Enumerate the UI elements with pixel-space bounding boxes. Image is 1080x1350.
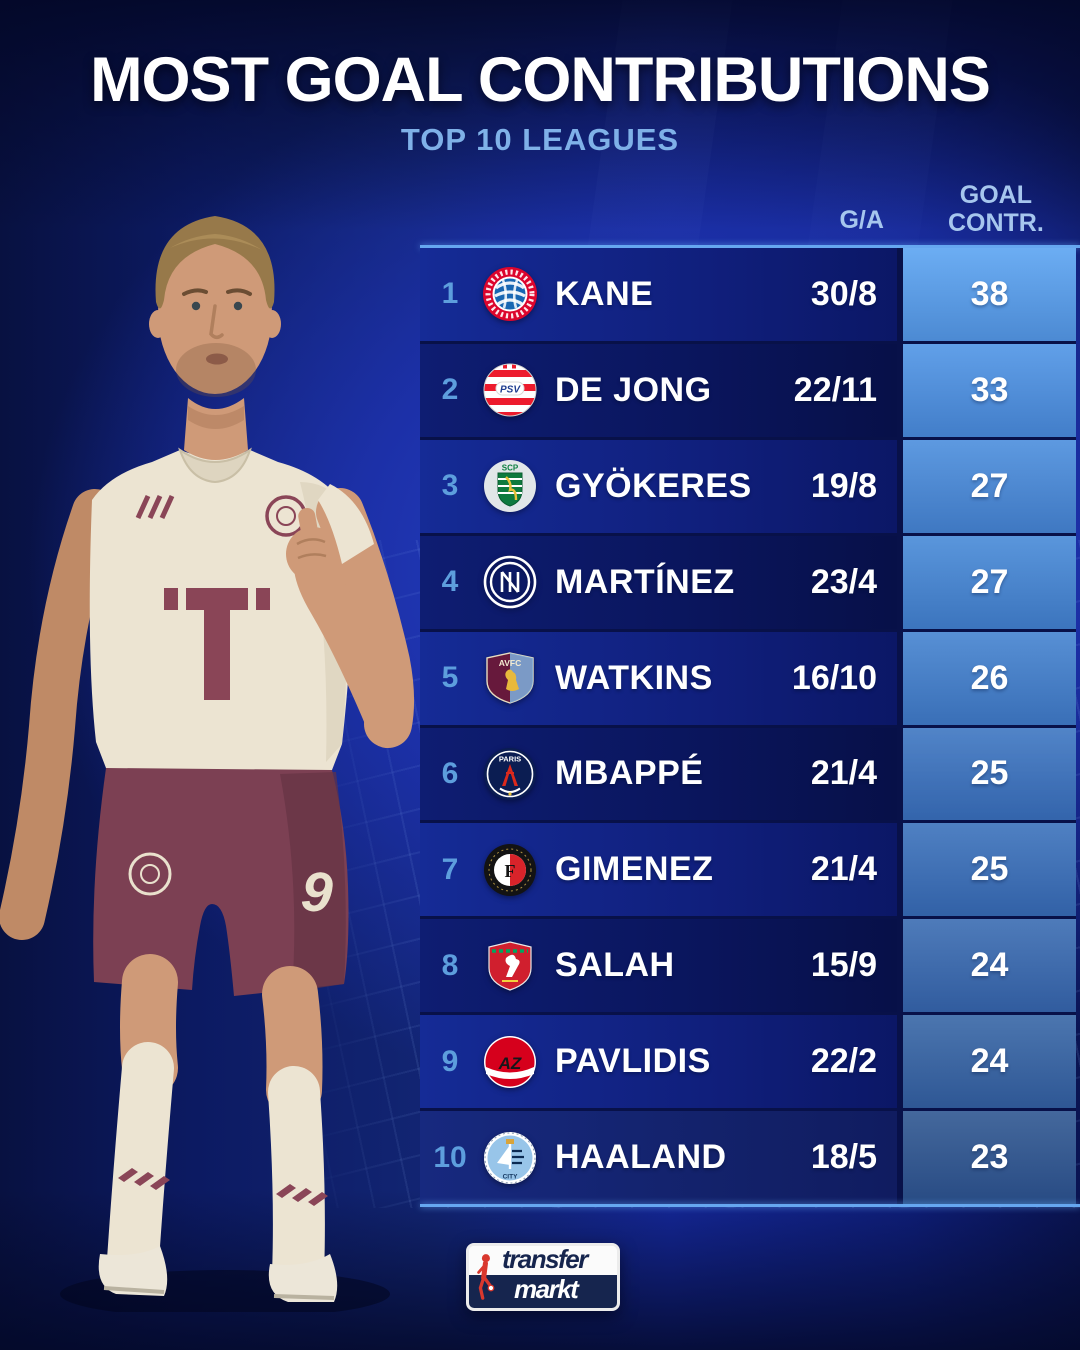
table-row: 10 CITY HAALAND 18/5 23 [420, 1111, 1076, 1205]
goals-assists-value: 23/4 [810, 562, 877, 601]
player-name: DE JONG [555, 370, 712, 409]
transfermarkt-player-icon [477, 1254, 495, 1300]
table-row-main: 5 AVFC WATKINS 16/10 [420, 631, 897, 725]
table-row: 3 SCP GYÖKERES 19/8 27 [420, 439, 1076, 533]
goals-assists-value: 22/11 [793, 370, 877, 409]
goal-contributions-value: 33 [903, 343, 1076, 437]
svg-text:PSV: PSV [500, 385, 521, 396]
transfermarkt-logo-bottom-text: markt [469, 1275, 617, 1308]
svg-text:AZ: AZ [498, 1054, 522, 1073]
goal-contributions-value: 38 [903, 248, 1076, 341]
club-badge-az-alkmaar: AZ [480, 1033, 540, 1091]
svg-text:F: F [505, 861, 516, 881]
rank-number: 2 [441, 373, 459, 407]
player-name: HAALAND [555, 1138, 727, 1177]
goals-assists-value: 19/8 [810, 466, 877, 505]
svg-text:SCP: SCP [502, 464, 519, 473]
rank-number: 4 [441, 565, 459, 599]
player-name: MARTÍNEZ [555, 562, 735, 601]
table-column-headers: G/A GOAL CONTR. [420, 181, 1080, 241]
table-row: 5 AVFC WATKINS 16/10 26 [420, 631, 1076, 725]
svg-text:PARIS: PARIS [499, 754, 521, 763]
table-row-main: 1 KANE 30/8 [420, 248, 897, 341]
goals-assists-value: 16/10 [791, 658, 877, 697]
player-name: WATKINS [555, 658, 713, 697]
goals-assists-value: 18/5 [810, 1138, 877, 1177]
table-row-main: 7 F GIMENEZ 21/4 [420, 823, 897, 917]
club-badge-liverpool [480, 937, 540, 995]
table-row-main: 3 SCP GYÖKERES 19/8 [420, 439, 897, 533]
table-row-main: 4 MARTÍNEZ 23/4 [420, 535, 897, 629]
page-title: MOST GOAL CONTRIBUTIONS [90, 45, 991, 115]
goal-contributions-value: 24 [903, 1015, 1076, 1109]
club-badge-inter-milan [480, 553, 540, 611]
goal-contributions-value: 23 [903, 1111, 1076, 1205]
club-badge-psv-eindhoven: PSV [480, 361, 540, 419]
goal-contributions-value: 24 [903, 919, 1076, 1013]
goals-assists-value: 21/4 [810, 754, 877, 793]
player-name: KANE [555, 274, 654, 313]
table-row-main: 10 CITY HAALAND 18/5 [420, 1111, 897, 1205]
rank-number: 7 [441, 852, 459, 886]
player-name: GIMENEZ [555, 850, 714, 889]
rank-number: 8 [441, 948, 459, 982]
table-row-main: 2 PSV DE JONG 22/11 [420, 343, 897, 437]
table-row-main: 9 AZ PAVLIDIS 22/2 [420, 1015, 897, 1109]
leaderboard-table: 1 KANE 30/8 38 2 PSV DE JONG 22/11 33 3 … [420, 248, 1076, 1205]
club-badge-bayern-munich [480, 265, 540, 323]
player-name: GYÖKERES [555, 466, 752, 505]
club-badge-sporting-cp: SCP [480, 457, 540, 515]
goal-contributions-value: 25 [903, 823, 1076, 917]
player-name: PAVLIDIS [555, 1042, 711, 1081]
table-row: 6 PARIS MBAPPÉ 21/4 25 [420, 727, 1076, 821]
top-vignette [0, 0, 1080, 230]
table-row: 4 MARTÍNEZ 23/4 27 [420, 535, 1076, 629]
player-photo-harry-kane: 9 [0, 216, 415, 1312]
page-subtitle: TOP 10 LEAGUES [400, 122, 680, 157]
column-header-goal-contr-line2: CONTR. [947, 209, 1044, 237]
goal-contributions-value: 26 [903, 631, 1076, 725]
goals-assists-value: 30/8 [810, 274, 877, 313]
goal-contributions-value: 27 [903, 535, 1076, 629]
column-header-goal-contr: GOAL CONTR. [912, 181, 1080, 241]
goals-assists-value: 22/2 [810, 1042, 877, 1081]
table-row: 7 F GIMENEZ 21/4 25 [420, 823, 1076, 917]
goals-assists-value: 15/9 [810, 946, 877, 985]
column-header-goal-contr-line1: GOAL [959, 181, 1032, 209]
club-badge-manchester-city: CITY [480, 1129, 540, 1187]
club-badge-aston-villa: AVFC [480, 649, 540, 707]
table-row: 1 KANE 30/8 38 [420, 248, 1076, 341]
table-row-main: 6 PARIS MBAPPÉ 21/4 [420, 727, 897, 821]
table-row-main: 8 SALAH 15/9 [420, 919, 897, 1013]
rank-number: 10 [433, 1140, 467, 1174]
club-badge-psg: PARIS [480, 745, 540, 803]
goal-contributions-value: 27 [903, 439, 1076, 533]
rank-number: 6 [441, 756, 459, 790]
goal-contributions-value: 25 [903, 727, 1076, 821]
transfermarkt-logo: transfer markt [466, 1243, 620, 1311]
table-row: 9 AZ PAVLIDIS 22/2 24 [420, 1015, 1076, 1109]
table-bottom-divider [420, 1204, 1080, 1207]
rank-number: 3 [441, 469, 459, 503]
rank-number: 5 [441, 661, 459, 695]
transfermarkt-logo-top-text: transfer [469, 1246, 617, 1275]
rank-number: 1 [441, 277, 459, 311]
player-name: MBAPPÉ [555, 754, 704, 793]
svg-text:9: 9 [299, 859, 334, 924]
table-row: 2 PSV DE JONG 22/11 33 [420, 343, 1076, 437]
player-name: SALAH [555, 946, 675, 985]
svg-text:AVFC: AVFC [499, 658, 522, 668]
club-badge-feyenoord: F [480, 841, 540, 899]
column-header-ga: G/A [839, 206, 884, 234]
table-row: 8 SALAH 15/9 24 [420, 919, 1076, 1013]
rank-number: 9 [441, 1044, 459, 1078]
goals-assists-value: 21/4 [810, 850, 877, 889]
table-top-divider [420, 245, 1080, 248]
svg-text:CITY: CITY [503, 1173, 518, 1180]
